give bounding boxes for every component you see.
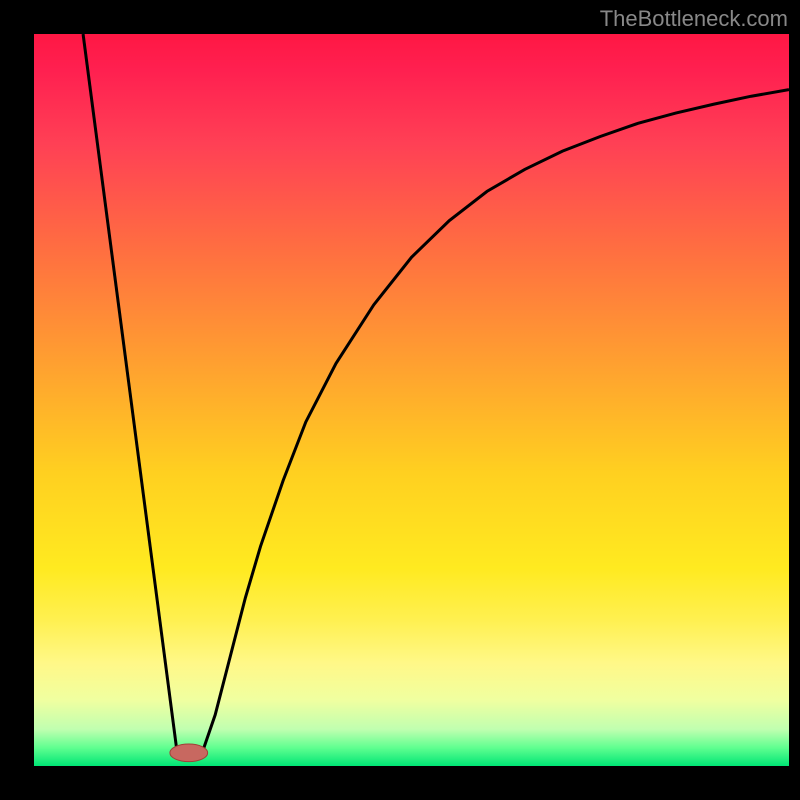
chart-container: TheBottleneck.com: [0, 0, 800, 800]
plot-area: [34, 34, 789, 766]
right-ascending-curve: [204, 90, 789, 748]
left-descending-line: [83, 34, 177, 755]
watermark-text: TheBottleneck.com: [600, 6, 788, 32]
curve-overlay: [34, 34, 789, 766]
minimum-marker: [170, 744, 208, 762]
